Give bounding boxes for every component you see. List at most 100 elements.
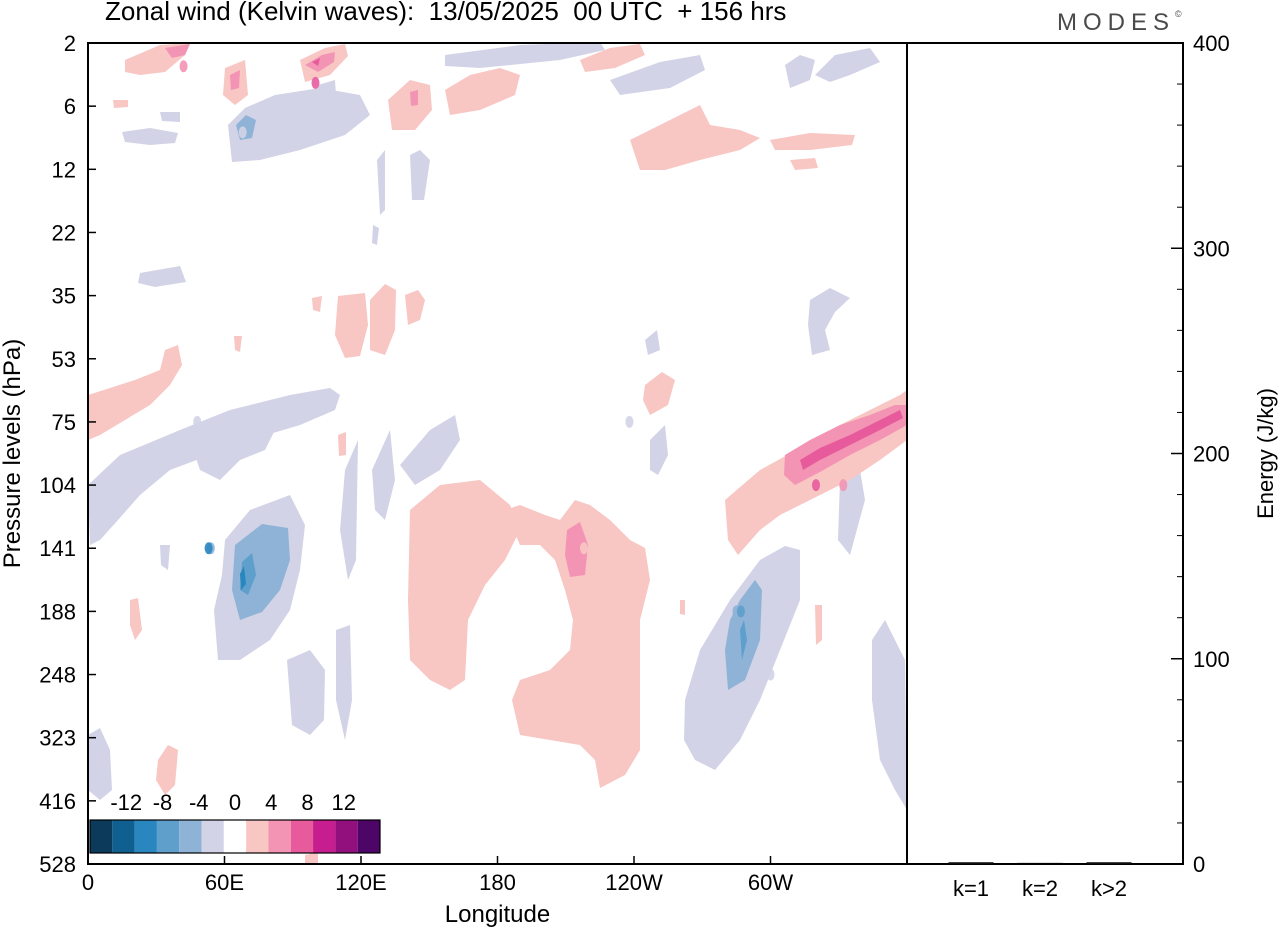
y-tick-label: 35 <box>52 284 76 309</box>
wind-feature-mark <box>238 126 247 139</box>
wind-anomaly-region <box>138 266 186 287</box>
energy-bar <box>1017 862 1063 865</box>
wind-anomaly-region <box>808 288 850 355</box>
wind-feature-mark <box>839 479 848 492</box>
colorbar-swatch <box>179 820 202 853</box>
energy-tick-label: 300 <box>1193 236 1230 261</box>
wind-feature-mark <box>204 542 213 555</box>
wind-feature-mark <box>625 415 634 428</box>
y-tick-label: 53 <box>52 347 76 372</box>
wind-anomaly-region <box>815 48 880 82</box>
energy-bar-layer: 0 100 200 300 400 Energy (J/kg) k=1 k=2 k>2 <box>948 31 1278 901</box>
energy-tick-label: 100 <box>1193 647 1230 672</box>
y-tick-label: 188 <box>39 599 76 624</box>
wind-anomaly-region <box>790 158 818 170</box>
x-tick-label: 60W <box>748 870 793 895</box>
colorbar-swatch <box>156 820 180 853</box>
wind-anomaly-region <box>580 44 645 72</box>
wind-feature-mark <box>570 542 579 555</box>
wind-anomaly-region <box>740 620 747 660</box>
chart-title: Zonal wind (Kelvin waves): 13/05/2025 00… <box>105 0 787 26</box>
wind-anomaly-region <box>408 480 520 690</box>
wind-anomaly-region <box>388 80 432 130</box>
colorbar-tick-label: 12 <box>332 790 356 815</box>
colorbar-swatch <box>313 820 336 853</box>
colorbar-tick-label: -12 <box>110 790 142 815</box>
colorbar: -12 -8 -4 0 4 8 12 <box>89 790 381 854</box>
energy-tick-label: 400 <box>1193 31 1230 56</box>
colorbar-tick-label: -8 <box>153 790 173 815</box>
wind-anomaly-region <box>445 68 520 115</box>
y-tick-label: 22 <box>52 220 76 245</box>
wind-anomaly-region <box>122 128 178 145</box>
y-tick-label: 6 <box>64 94 76 119</box>
wind-anomaly-region <box>643 372 675 415</box>
wind-anomaly-region <box>232 524 290 620</box>
wind-anomaly-region <box>770 133 855 150</box>
wind-anomaly-region <box>190 415 275 480</box>
colorbar-frame <box>89 819 381 854</box>
wind-feature-mark <box>429 605 438 618</box>
wind-anomaly-region <box>234 336 242 352</box>
x-axis-label: Longitude <box>445 901 550 928</box>
wind-anomaly-region <box>815 605 822 645</box>
wind-anomaly-region <box>505 500 650 788</box>
x-tick-label: 120E <box>335 870 386 895</box>
energy-axis-label: Energy (J/kg) <box>1253 388 1278 519</box>
wind-anomaly-region <box>630 105 760 170</box>
colorbar-swatch <box>335 820 358 853</box>
x-tick-label: 0 <box>82 870 94 895</box>
wind-feature-mark <box>736 605 745 618</box>
energy-bar <box>948 862 994 865</box>
wind-field-layer <box>88 42 907 864</box>
y-tick-label: 2 <box>64 31 76 56</box>
wind-anomaly-region <box>410 90 418 106</box>
wind-anomaly-region <box>318 80 338 130</box>
energy-category-label: k>2 <box>1091 876 1127 901</box>
y-tick-label: 104 <box>39 473 76 498</box>
colorbar-swatch <box>201 820 224 853</box>
y-tick-label: 528 <box>39 852 76 877</box>
wind-anomaly-region <box>305 52 335 72</box>
colorbar-tick-label: 0 <box>229 790 241 815</box>
wind-anomaly-region <box>338 432 346 456</box>
energy-tick-label: 0 <box>1193 852 1205 877</box>
colorbar-swatch <box>90 820 113 853</box>
wind-anomaly-region <box>372 225 379 245</box>
wind-anomaly-region <box>785 55 815 88</box>
y-tick-label: 75 <box>52 410 76 435</box>
wind-anomaly-region <box>372 430 395 520</box>
wind-anomaly-region <box>872 620 907 810</box>
wind-feature-mark <box>179 60 188 73</box>
colorbar-swatch <box>246 820 269 853</box>
colorbar-swatch <box>268 820 291 853</box>
axes-layer: 2 6 12 22 35 53 75 104 141 188 248 323 416 528 Pressur… <box>0 31 1184 928</box>
colorbar-swatch <box>223 820 247 853</box>
wind-anomaly-region <box>838 470 865 555</box>
wind-anomaly-region <box>88 345 182 440</box>
wind-feature-mark <box>664 126 673 139</box>
wind-anomaly-region <box>400 415 460 485</box>
wind-anomaly-region <box>610 55 705 95</box>
wind-anomaly-region <box>240 566 246 590</box>
wind-anomaly-region <box>377 150 385 215</box>
wind-feature-mark <box>106 415 115 428</box>
wind-feature-mark <box>579 542 588 555</box>
brand-name: MODES <box>1057 9 1176 36</box>
wind-anomaly-region <box>336 625 352 740</box>
x-tick-label: 120W <box>605 870 663 895</box>
colorbar-swatch <box>134 820 157 853</box>
wind-anomaly-region <box>230 70 240 90</box>
y-axis-label: Pressure levels (hPa) <box>0 339 26 568</box>
wind-anomaly-region <box>305 852 318 864</box>
wind-anomaly-region <box>312 58 320 66</box>
wind-anomaly-region <box>312 296 322 312</box>
brand-logo: MODES© <box>1057 9 1182 37</box>
wind-anomaly-region <box>800 410 903 470</box>
energy-category-label: k=1 <box>953 876 989 901</box>
brand-mark: © <box>1175 9 1182 19</box>
colorbar-swatch <box>357 820 380 853</box>
wind-anomaly-region <box>160 545 170 570</box>
colorbar-swatch <box>290 820 314 853</box>
